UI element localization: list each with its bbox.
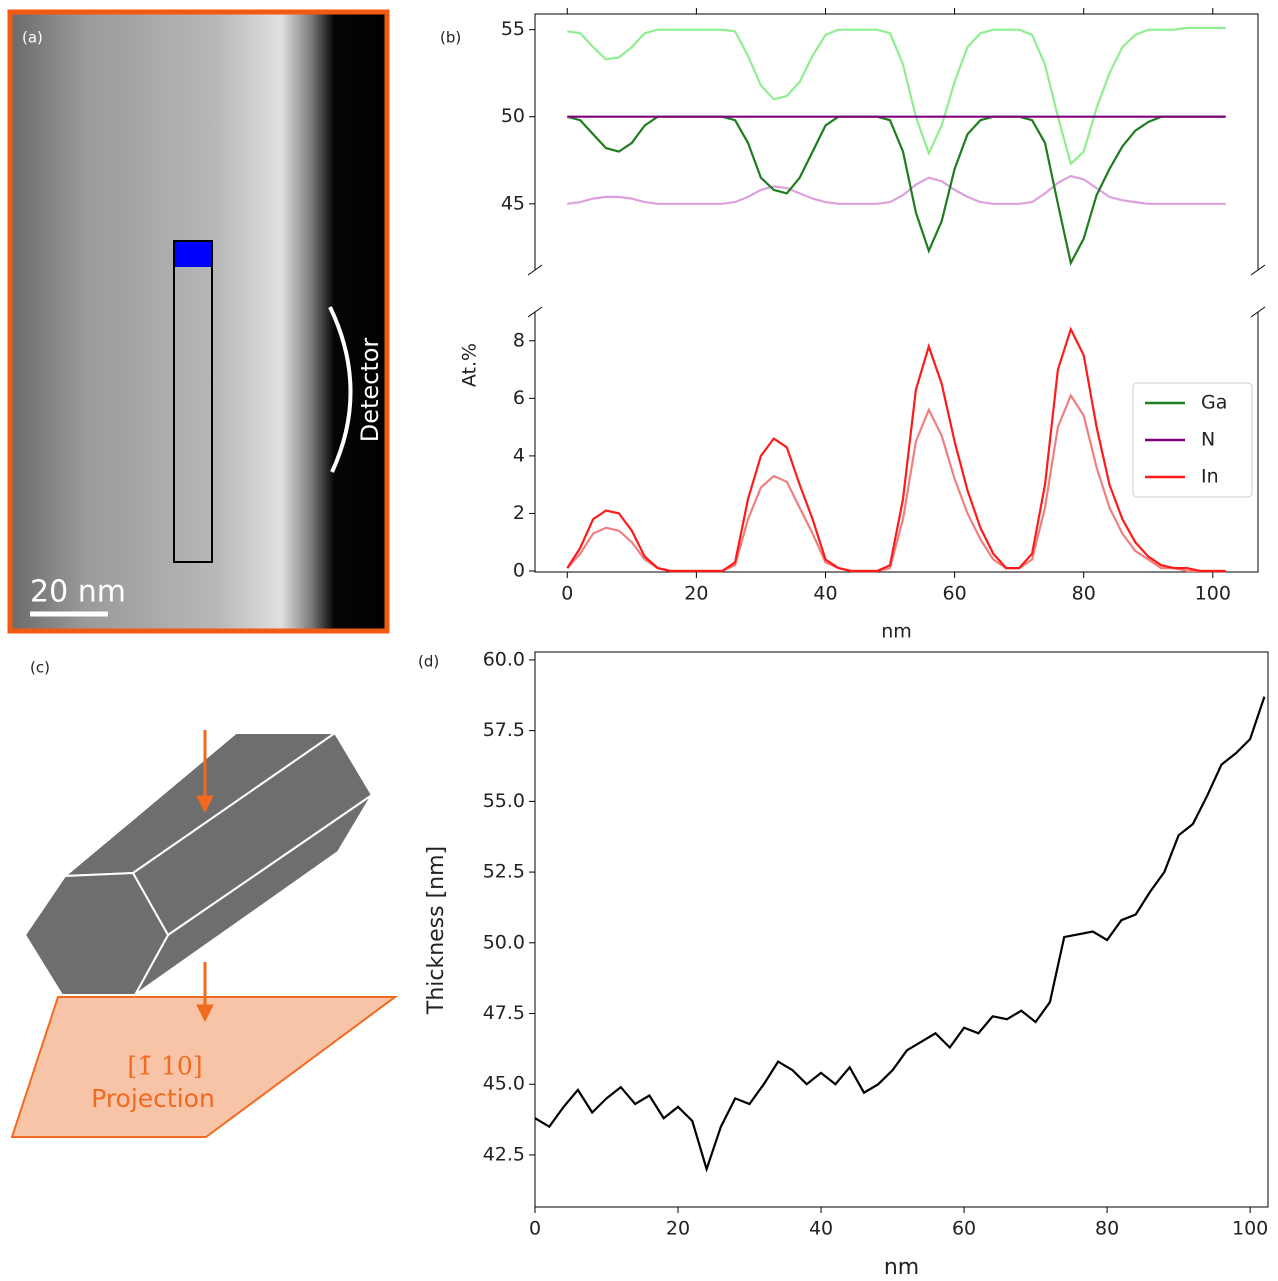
y-tick-label: 55.0 <box>483 790 525 812</box>
x-tick-label: 60 <box>943 583 967 605</box>
panel-a: 20 nm Detector (a) <box>7 9 390 634</box>
projection-plane <box>10 996 399 1138</box>
data-line <box>567 174 1226 205</box>
projection-direction: [1̄ 10] <box>127 1052 202 1081</box>
y-tick-label: 57.5 <box>483 719 525 741</box>
panel-c: [1̄ 10] Projection <box>10 730 399 1138</box>
panel-label: (d) <box>418 653 439 671</box>
legend-label: Ga <box>1201 392 1227 414</box>
x-tick-label: 0 <box>529 1218 541 1240</box>
axis-break <box>1250 264 1266 276</box>
x-tick-label: 0 <box>561 583 573 605</box>
y-tick-label: 55 <box>501 18 525 40</box>
x-axis-label: nm <box>884 1255 919 1280</box>
axis-break <box>527 264 543 276</box>
data-line <box>567 115 1226 267</box>
x-tick-label: 60 <box>952 1218 976 1240</box>
data-line <box>567 26 1226 166</box>
legend-box <box>1132 382 1253 498</box>
y-tick-label: 8 <box>513 329 525 351</box>
x-axis-label: nm <box>881 621 912 643</box>
scan-box <box>173 240 213 563</box>
scale-bar-label: 20 nm <box>30 575 126 610</box>
axis-frame <box>534 651 1269 1208</box>
axis-break <box>1250 306 1266 318</box>
x-tick-label: 20 <box>666 1218 690 1240</box>
y-axis-label: Thickness [nm] <box>424 846 449 1015</box>
axis-frame <box>534 13 1259 270</box>
data-line <box>534 696 1266 1173</box>
x-tick-label: 80 <box>1095 1218 1119 1240</box>
y-tick-label: 50 <box>501 105 525 127</box>
micrograph <box>7 9 390 634</box>
x-tick-label: 20 <box>684 583 708 605</box>
y-axis-label: At.% <box>459 343 481 387</box>
selection <box>174 241 212 267</box>
arrow-head <box>196 795 214 814</box>
y-tick-label: 42.5 <box>483 1143 525 1165</box>
y-tick-label: 45 <box>501 192 525 214</box>
y-tick-label: 4 <box>513 444 525 466</box>
y-tick-label: 60.0 <box>483 648 525 670</box>
y-tick-label: 6 <box>513 387 525 409</box>
y-tick-label: 47.5 <box>483 1002 525 1024</box>
legend-label: In <box>1201 466 1219 488</box>
x-tick-label: 100 <box>1232 1218 1268 1240</box>
x-tick-label: 80 <box>1072 583 1096 605</box>
panel-label: (c) <box>30 659 50 677</box>
panel-label: (a) <box>22 29 43 47</box>
prism-end <box>23 871 170 996</box>
data-line <box>566 393 1226 573</box>
x-tick-label: 40 <box>813 583 837 605</box>
y-tick-label: 0 <box>513 560 525 582</box>
y-tick-label: 45.0 <box>483 1073 525 1095</box>
y-tick-label: 52.5 <box>483 861 525 883</box>
x-tick-label: 100 <box>1195 583 1231 605</box>
y-tick-label: 50.0 <box>483 931 525 953</box>
detector-arc <box>328 306 353 473</box>
axis-frame <box>534 312 1259 573</box>
detector-label: Detector <box>356 338 384 443</box>
panel-label: (b) <box>440 29 461 47</box>
x-tick-label: 40 <box>809 1218 833 1240</box>
axis-break <box>527 306 543 318</box>
projection-label: Projection <box>91 1084 215 1113</box>
data-line <box>566 326 1226 573</box>
arrow-head <box>196 1004 214 1023</box>
y-tick-label: 2 <box>513 502 525 524</box>
legend-label: N <box>1201 429 1215 451</box>
